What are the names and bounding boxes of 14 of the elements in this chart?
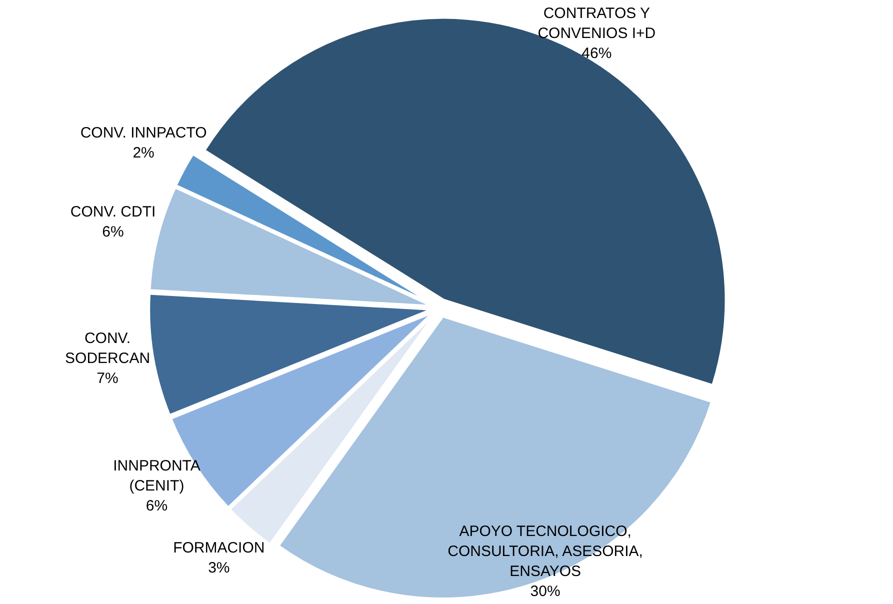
slice-label: FORMACION <box>173 539 265 556</box>
slice-label: INNPRONTA (CENIT) <box>113 458 200 495</box>
data-label: 46% <box>582 45 612 62</box>
slice-label: CONV. CDTI <box>70 203 156 220</box>
slice-label: CONV. SODERCAN <box>65 330 150 368</box>
slice-label: CONTRATOS Y CONVENIOS I+D <box>538 5 656 42</box>
data-label: 7% <box>96 370 118 388</box>
data-label: 2% <box>132 144 154 162</box>
slice-label: APOYO TECNOLOGICO, CONSULTORIA, ASESORIA, ENSAYOS <box>448 523 643 580</box>
data-label: 3% <box>208 559 230 576</box>
data-label: 6% <box>146 498 168 515</box>
slice-label: CONV. INNPACTO <box>80 124 207 142</box>
data-label: 30% <box>530 583 560 600</box>
data-label: 6% <box>102 223 124 240</box>
